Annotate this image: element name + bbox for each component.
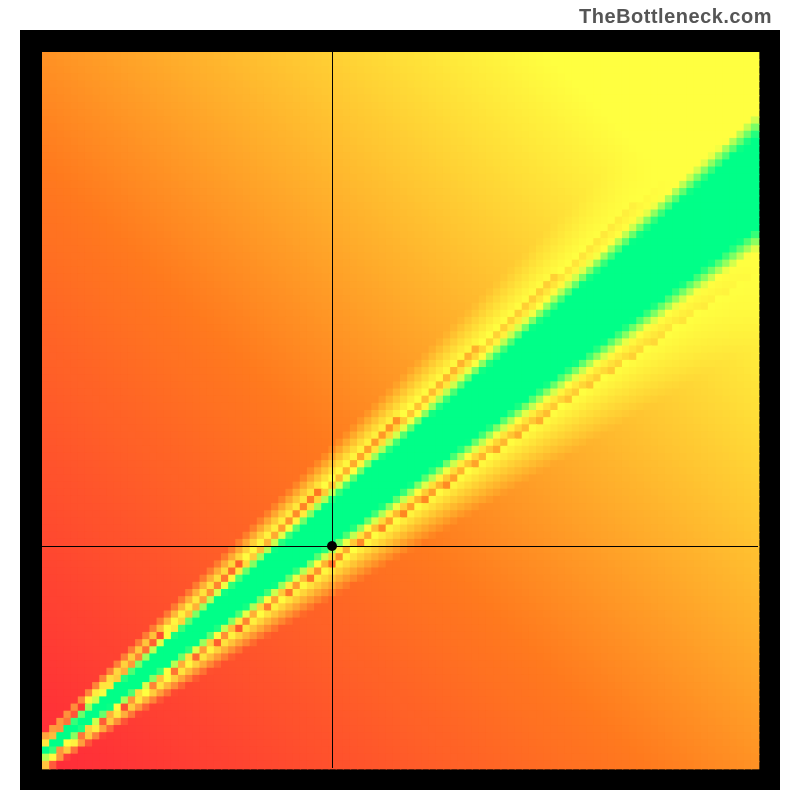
marker-dot bbox=[327, 541, 337, 551]
plot-outer-border bbox=[20, 30, 780, 790]
chart-container: TheBottleneck.com bbox=[0, 0, 800, 800]
watermark-text: TheBottleneck.com bbox=[579, 6, 772, 29]
crosshair-vertical bbox=[332, 52, 333, 768]
crosshair-horizontal bbox=[42, 546, 758, 547]
heatmap-canvas bbox=[20, 30, 780, 790]
